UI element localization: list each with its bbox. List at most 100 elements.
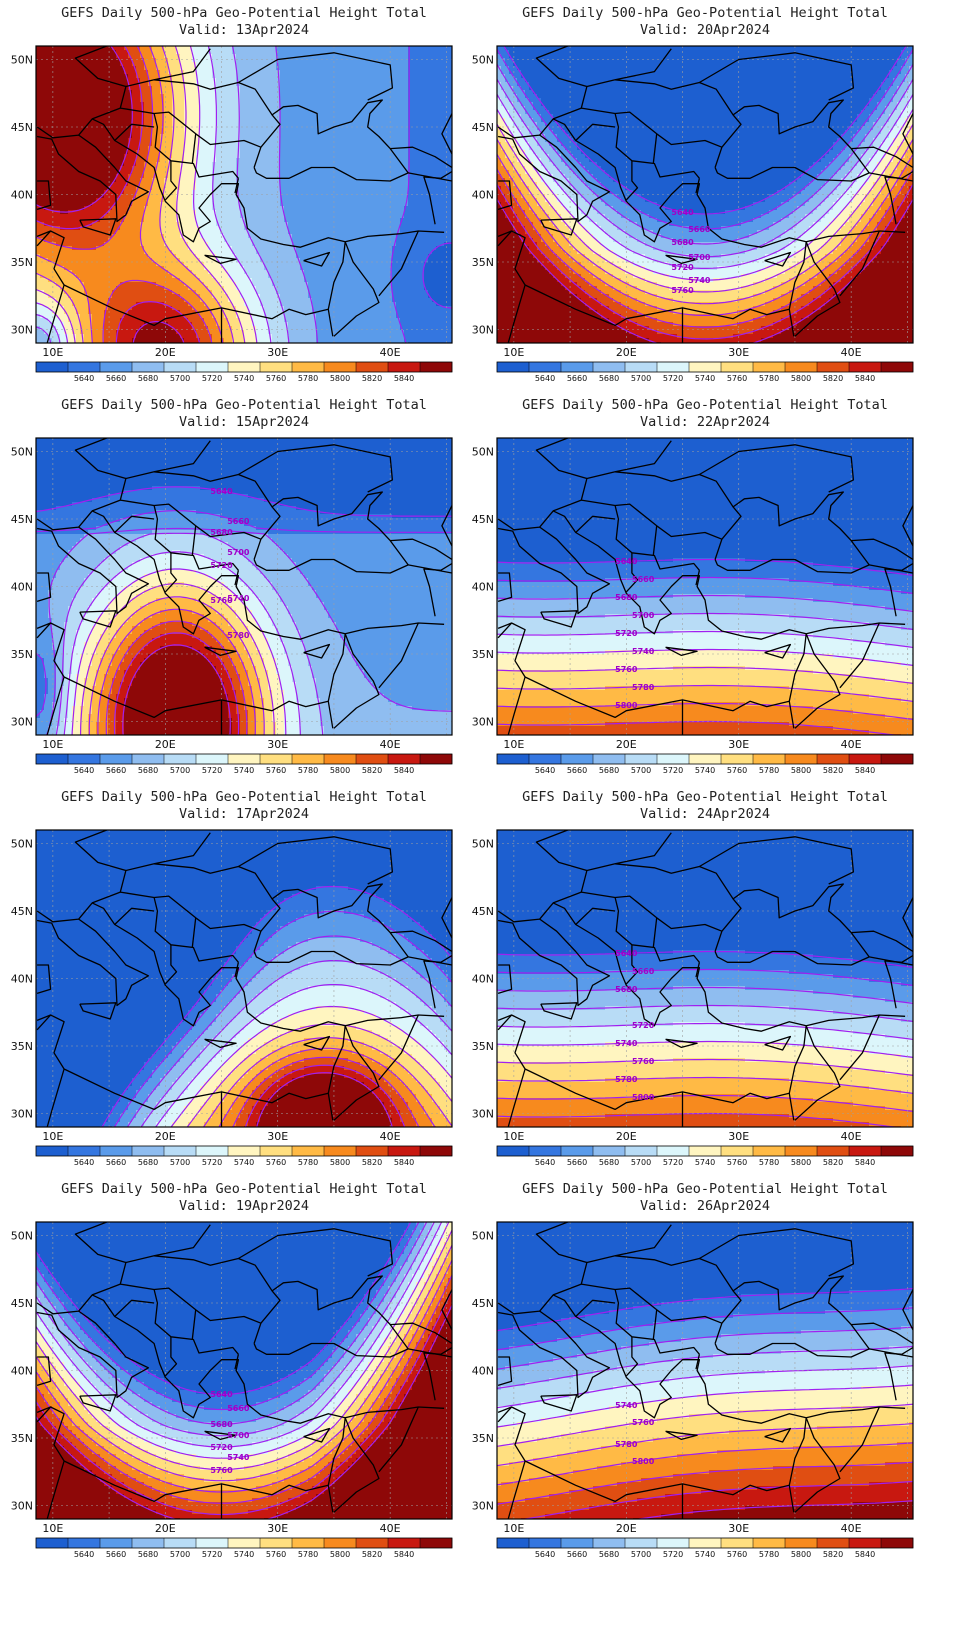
field-cell <box>356 210 361 215</box>
field-cell <box>308 74 313 79</box>
field-cell <box>60 170 65 175</box>
field-cell <box>300 86 305 91</box>
field-cell <box>120 122 125 127</box>
field-cell <box>216 94 221 99</box>
field-cell <box>60 222 65 227</box>
field-cell <box>420 114 425 119</box>
field-cell <box>172 82 177 87</box>
field-cell <box>316 58 321 63</box>
field-cell <box>420 110 425 115</box>
field-cell <box>228 214 233 219</box>
field-cell <box>392 62 397 67</box>
field-cell <box>140 202 145 207</box>
field-cell <box>56 78 61 83</box>
field-cell <box>44 62 49 67</box>
field-cell <box>64 146 69 151</box>
field-cell <box>360 138 365 143</box>
field-cell <box>200 190 205 195</box>
field-cell <box>332 54 337 59</box>
field-cell <box>304 62 309 67</box>
field-cell <box>356 158 361 163</box>
field-cell <box>188 138 193 143</box>
field-cell <box>268 190 273 195</box>
field-cell <box>40 146 45 151</box>
field-cell <box>332 150 337 155</box>
field-cell <box>412 86 417 91</box>
field-cell <box>224 210 229 215</box>
field-cell <box>392 182 397 187</box>
field-cell <box>288 126 293 131</box>
field-cell <box>68 166 73 171</box>
field-cell <box>292 126 297 131</box>
field-cell <box>368 170 373 175</box>
field-cell <box>144 138 149 143</box>
field-cell <box>180 126 185 131</box>
field-cell <box>152 198 157 203</box>
field-cell <box>292 110 297 115</box>
field-cell <box>48 78 53 83</box>
field-cell <box>168 90 173 95</box>
field-cell <box>192 226 197 231</box>
field-cell <box>384 114 389 119</box>
field-cell <box>288 90 293 95</box>
field-cell <box>176 110 181 115</box>
field-cell <box>420 138 425 143</box>
field-cell <box>80 190 85 195</box>
field-cell <box>404 98 409 103</box>
field-cell <box>256 218 261 223</box>
field-cell <box>40 226 45 231</box>
field-cell <box>252 58 257 63</box>
field-cell <box>104 58 109 63</box>
field-cell <box>72 206 77 211</box>
field-cell <box>332 210 337 215</box>
field-cell <box>384 54 389 59</box>
field-cell <box>96 182 101 187</box>
field-cell <box>40 46 45 51</box>
field-cell <box>184 190 189 195</box>
field-cell <box>348 134 353 139</box>
field-cell <box>312 82 317 87</box>
field-cell <box>40 174 45 179</box>
field-cell <box>392 206 397 211</box>
field-cell <box>332 114 337 119</box>
field-cell <box>352 226 357 231</box>
field-cell <box>332 182 337 187</box>
field-cell <box>300 110 305 115</box>
field-cell <box>320 70 325 75</box>
field-cell <box>256 138 261 143</box>
field-cell <box>344 182 349 187</box>
field-cell <box>308 82 313 87</box>
field-cell <box>412 190 417 195</box>
field-cell <box>300 130 305 135</box>
field-cell <box>152 226 157 231</box>
field-cell <box>300 174 305 179</box>
field-cell <box>100 86 105 91</box>
field-cell <box>392 50 397 55</box>
field-cell <box>332 206 337 211</box>
field-cell <box>80 150 85 155</box>
field-cell <box>356 138 361 143</box>
field-cell <box>164 142 169 147</box>
field-cell <box>140 150 145 155</box>
field-cell <box>280 226 285 231</box>
field-cell <box>380 86 385 91</box>
field-cell <box>108 98 113 103</box>
field-cell <box>260 234 265 239</box>
field-cell <box>400 142 405 147</box>
field-cell <box>364 154 369 159</box>
field-cell <box>328 86 333 91</box>
field-cell <box>36 210 41 215</box>
field-cell <box>308 202 313 207</box>
field-cell <box>296 130 301 135</box>
field-cell <box>108 142 113 147</box>
field-cell <box>188 182 193 187</box>
field-cell <box>412 58 417 63</box>
field-cell <box>360 198 365 203</box>
field-cell <box>416 66 421 71</box>
field-cell <box>300 230 305 235</box>
field-cell <box>64 150 69 155</box>
field-cell <box>332 58 337 63</box>
field-cell <box>80 114 85 119</box>
field-cell <box>48 126 53 131</box>
field-cell <box>100 90 105 95</box>
